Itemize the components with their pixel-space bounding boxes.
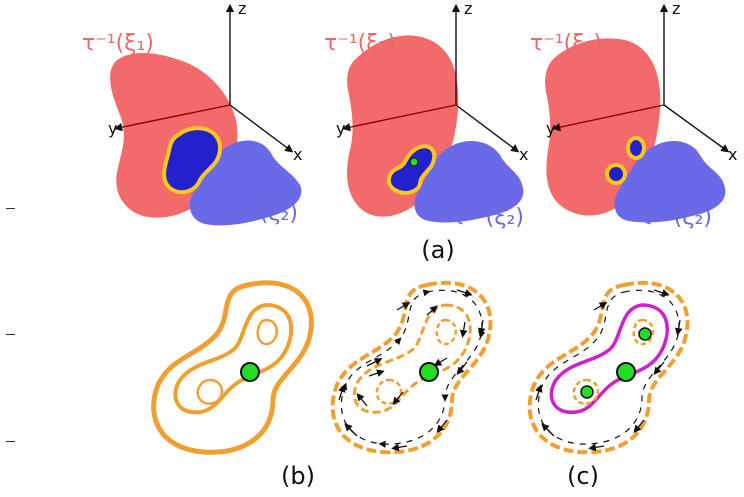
y-axis-1	[113, 104, 231, 132]
flow-inner-top	[435, 318, 458, 346]
y-label-1: y	[108, 119, 117, 138]
contour-outer-b	[151, 280, 314, 455]
blue-surface-label-2: τ⁻¹(ξ₂)	[452, 205, 524, 230]
x-axis-2	[455, 104, 520, 153]
blue-surface-3	[614, 140, 726, 223]
red-surface-label-1: τ⁻¹(ξ₁)	[82, 31, 154, 56]
flow-arrows-c	[535, 289, 683, 452]
intersection-loop-3a	[626, 136, 646, 160]
critical-point-2	[409, 157, 419, 167]
center-point-top-c	[638, 327, 652, 341]
contour-inner-bottom-b	[196, 378, 224, 405]
y-label-3: y	[546, 119, 555, 138]
flow-diagram-middle	[330, 280, 493, 455]
blue-surface-label-3: τ⁻¹(ξ₂)	[640, 205, 712, 230]
contour-inner-top-b	[256, 318, 279, 346]
flow-middle	[353, 303, 472, 414]
blue-surface-label-1: τ⁻¹(ξ₂)	[226, 201, 298, 226]
red-surface-label-2: τ⁻¹(ξ₁)	[324, 31, 396, 56]
panel-a-3: z y x τ⁻¹(ξ₁) τ⁻¹(ξ₂)	[530, 0, 737, 230]
z-label-1: z	[238, 0, 246, 18]
center-point-bottom-c	[580, 385, 594, 399]
flow-outer-arrows	[341, 289, 482, 444]
caption-a: (a)	[421, 236, 454, 264]
caption-c: (c)	[567, 462, 599, 490]
margin-mark-2	[6, 334, 15, 335]
x-axis-1	[229, 104, 294, 153]
separatrix-c	[549, 303, 670, 414]
intersection-loop-2	[386, 144, 437, 195]
panel-a-2: z y x τ⁻¹(ξ₁) τ⁻¹(ξ₂)	[324, 0, 528, 230]
saddle-point-c	[616, 362, 636, 382]
y-axis-2	[341, 104, 457, 132]
x-label-1: x	[293, 145, 302, 164]
intersection-loop-1	[162, 126, 223, 195]
blue-surface-2	[414, 140, 524, 223]
y-axis-3	[551, 104, 665, 132]
flow-inner-top-c	[632, 318, 655, 346]
panel-a-1: z y x τ⁻¹(ξ₁) τ⁻¹(ξ₂)	[82, 0, 302, 226]
z-label-2: z	[464, 0, 472, 18]
x-label-3: x	[728, 145, 737, 164]
contour-middle-b	[173, 302, 294, 415]
y-label-2: y	[336, 119, 345, 138]
red-surface-label-3: τ⁻¹(ξ₁)	[530, 31, 602, 56]
flow-outer	[330, 280, 493, 455]
margin-mark-3	[6, 441, 15, 442]
flow-diagram-c	[527, 280, 690, 455]
x-axis-3	[663, 104, 730, 153]
intersection-loop-3b	[605, 163, 627, 185]
caption-b: (b)	[281, 462, 315, 490]
flow-outer-c	[527, 280, 690, 455]
flow-inner-bottom-c	[572, 378, 600, 405]
saddle-point-b	[240, 362, 260, 382]
flow-outer-arrows-c	[537, 289, 680, 445]
z-label-3: z	[672, 0, 680, 18]
flow-inner-bottom	[375, 378, 403, 405]
saddle-point-middle	[419, 362, 439, 382]
x-label-2: x	[519, 145, 528, 164]
contour-diagram-b	[151, 280, 314, 455]
margin-mark-1	[6, 208, 15, 209]
flow-arrows	[338, 289, 486, 452]
